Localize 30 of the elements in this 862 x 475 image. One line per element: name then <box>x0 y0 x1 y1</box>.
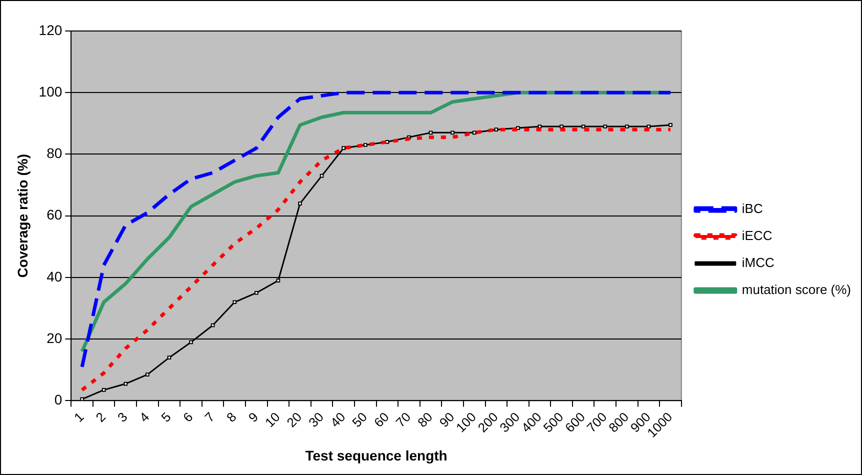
y-tick-label: 60 <box>46 206 62 223</box>
y-axis-title: Coverage ratio (%) <box>14 154 30 278</box>
y-tick-label: 40 <box>46 268 62 284</box>
legend-label: iMCC <box>742 255 774 270</box>
x-tick-label: 5 <box>158 409 174 425</box>
y-tick-label: 80 <box>46 145 62 162</box>
x-tick-label: 6 <box>180 409 196 425</box>
x-tick-label: 8 <box>224 409 240 425</box>
x-tick-label: 3 <box>114 409 130 425</box>
x-tick-label: 10 <box>262 409 283 430</box>
x-tick-label: 1 <box>70 409 87 425</box>
y-tick-label: 120 <box>38 22 62 38</box>
x-axis-title: Test sequence length <box>305 447 448 464</box>
x-tick-label: 7 <box>202 409 218 425</box>
y-tick-label: 0 <box>54 392 62 408</box>
x-tick-label: 20 <box>284 409 305 430</box>
legend-label: iBC <box>742 201 763 216</box>
x-tick-label: 4 <box>136 409 152 425</box>
x-tick-label: 2 <box>92 409 108 425</box>
x-tick-label: 30 <box>306 409 326 430</box>
y-tick-label: 100 <box>38 83 62 100</box>
legend-label: iECC <box>742 228 772 244</box>
x-tick-label: 50 <box>349 409 370 430</box>
x-tick-label: 9 <box>245 409 262 425</box>
x-tick-label: 40 <box>327 409 348 430</box>
x-tick-label: 80 <box>414 409 436 430</box>
y-tick-label: 20 <box>46 330 62 346</box>
x-tick-label: 60 <box>370 409 392 430</box>
x-tick-label: 70 <box>392 409 414 430</box>
legend-label: mutation score (%) <box>742 282 852 298</box>
